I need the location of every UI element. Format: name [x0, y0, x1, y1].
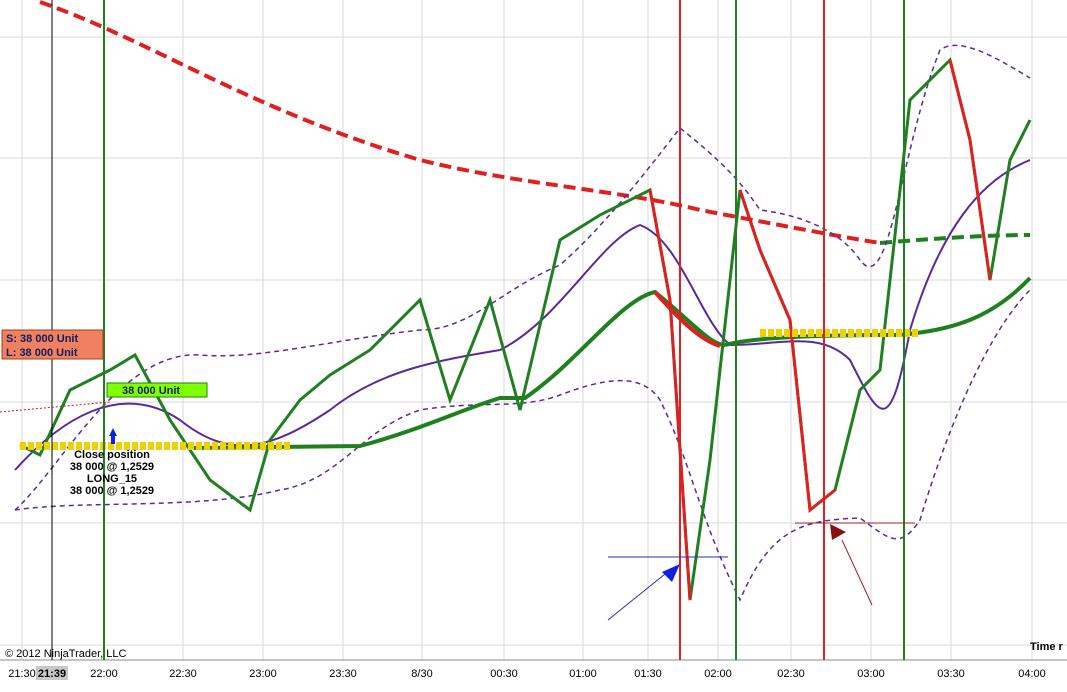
time-label: 23:30: [329, 668, 357, 680]
time-label: 00:30: [490, 668, 518, 680]
trend-up: [189, 289, 726, 450]
fast-line-down-2: [738, 189, 836, 513]
fast-line-down-3: [948, 59, 992, 281]
cursor-label-bg: [36, 666, 68, 680]
fast-line-down: [648, 189, 692, 601]
long-ma-up: [879, 233, 1031, 245]
time-label: 22:00: [90, 668, 118, 680]
exit-arrow-line: [841, 539, 873, 606]
short-order: S: 38 000 Unit: [6, 333, 78, 345]
time-label: 22:30: [169, 668, 197, 680]
time-label: 21:30: [8, 668, 36, 680]
execution-fill: 38 000 @ 1,2529: [70, 485, 154, 497]
execution-action: Close position: [74, 449, 150, 461]
time-label: 03:30: [937, 668, 965, 680]
lower-band: [14, 289, 1031, 602]
order-box: [1, 329, 104, 360]
time-label: 23:00: [249, 668, 277, 680]
time-label: 8/30: [411, 668, 432, 680]
buy-marker: [111, 436, 115, 444]
time-label: 02:00: [704, 668, 732, 680]
position-box: [106, 382, 208, 398]
time-label: 21:39: [38, 668, 66, 680]
execution-fill: 38 000 @ 1,2529: [70, 461, 154, 473]
buy-marker: [109, 428, 117, 436]
position: 38 000 Unit: [122, 385, 180, 397]
time-label: 02:30: [777, 668, 805, 680]
trend-down: [653, 290, 721, 348]
entry-arrow-line: [607, 569, 671, 621]
entry-arrow: [662, 564, 680, 582]
time-label: 01:30: [634, 668, 662, 680]
time-label: 01:00: [569, 668, 597, 680]
time-axis: 21:30 21:39 22:00 22:30 23:00 23:30 8/30 00:30 0…: [8, 666, 1046, 680]
copyright: © 2012 NinjaTrader, LLC: [5, 648, 126, 660]
axis-title: Time r: [1030, 641, 1064, 653]
execution-signal: LONG_15: [87, 473, 137, 485]
middle-band: [14, 159, 1031, 471]
time-label: 03:00: [857, 668, 885, 680]
order-line: [0, 401, 111, 413]
time-label: 04:00: [1018, 668, 1046, 680]
exit-arrow: [830, 524, 846, 540]
long-order: L: 38 000 Unit: [6, 347, 78, 359]
long-ma: [39, 0, 881, 245]
fast-line: [19, 57, 1032, 601]
